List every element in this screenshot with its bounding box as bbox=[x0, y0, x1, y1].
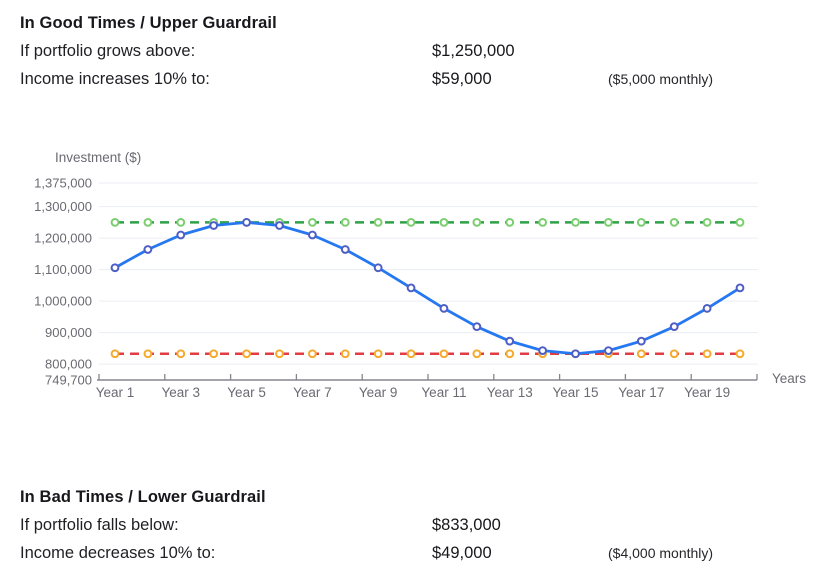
y-tick-label: 1,000,000 bbox=[34, 294, 92, 309]
lower-guardrail-row-threshold: If portfolio falls below: $833,000 bbox=[20, 515, 808, 536]
lower-guardrail-heading: In Bad Times / Lower Guardrail bbox=[20, 488, 266, 506]
x-tick-label: Year 1 bbox=[96, 385, 135, 400]
guardrails-chart: 1,375,000 1,300,000 1,200,000 1,100,000 1,00… bbox=[0, 130, 828, 420]
portfolio-balance-marker bbox=[209, 221, 219, 230]
portfolio-balance-marker bbox=[604, 346, 613, 356]
lower-guardrail-marker bbox=[669, 349, 679, 359]
guardrails-chart-svg: 1,375,000 1,300,000 1,200,000 1,100,000 1,00… bbox=[34, 150, 806, 400]
portfolio-balance-marker bbox=[702, 303, 712, 313]
row-note: ($4,000 monthly) bbox=[608, 545, 714, 561]
upper-guardrail-row-income: Income increases 10% to: $59,000 ($5,000… bbox=[20, 69, 808, 90]
upper-guardrail-marker bbox=[735, 217, 745, 227]
portfolio-balance-marker bbox=[176, 230, 186, 240]
lower-guardrail-marker bbox=[275, 349, 284, 359]
lower-guardrail-marker bbox=[636, 349, 646, 359]
portfolio-balance-marker bbox=[439, 303, 449, 313]
portfolio-balance-marker bbox=[143, 245, 153, 254]
upper-guardrail-marker bbox=[604, 217, 613, 227]
lower-guardrail-marker bbox=[110, 349, 120, 359]
upper-guardrail-marker bbox=[439, 217, 449, 227]
upper-guardrail-marker bbox=[669, 217, 679, 227]
row-value: $59,000 bbox=[432, 70, 492, 88]
x-tick-label: Year 19 bbox=[684, 385, 730, 400]
upper-guardrail-marker bbox=[571, 217, 580, 227]
upper-guardrail-marker bbox=[143, 217, 153, 227]
lower-guardrail-section: In Bad Times / Lower Guardrail If portfo… bbox=[20, 486, 808, 571]
x-tick-label: Year 9 bbox=[359, 385, 398, 400]
x-tick-label: Year 17 bbox=[618, 385, 664, 400]
portfolio-balance-marker bbox=[505, 336, 515, 346]
row-label: If portfolio grows above: bbox=[20, 42, 196, 60]
portfolio-balance-marker bbox=[669, 322, 679, 332]
upper-guardrail-marker bbox=[406, 217, 416, 227]
y-tick-label: 1,100,000 bbox=[34, 262, 92, 277]
row-value: $1,250,000 bbox=[432, 42, 515, 60]
lower-guardrail-marker bbox=[439, 349, 449, 359]
upper-guardrail-marker bbox=[505, 217, 515, 227]
row-label: Income decreases 10% to: bbox=[20, 544, 216, 562]
lower-guardrail-marker bbox=[176, 349, 186, 359]
y-axis-title: Investment ($) bbox=[55, 150, 141, 165]
x-tick-label: Year 11 bbox=[421, 385, 466, 400]
portfolio-balance-marker bbox=[571, 349, 580, 359]
lower-guardrail-marker bbox=[209, 349, 219, 359]
y-tick-label: 1,300,000 bbox=[34, 199, 92, 214]
lower-guardrail-marker bbox=[505, 349, 515, 359]
upper-guardrail-marker bbox=[110, 217, 120, 227]
upper-guardrail-heading: In Good Times / Upper Guardrail bbox=[20, 14, 277, 32]
upper-guardrail-marker bbox=[340, 217, 350, 227]
portfolio-balance-marker bbox=[472, 322, 482, 332]
portfolio-balance-marker bbox=[307, 230, 317, 240]
y-tick-label: 1,200,000 bbox=[34, 231, 92, 246]
row-label: Income increases 10% to: bbox=[20, 70, 210, 88]
lower-guardrail-marker bbox=[735, 349, 745, 359]
lower-guardrail-marker bbox=[373, 349, 383, 359]
lower-guardrail-row-income: Income decreases 10% to: $49,000 ($4,000… bbox=[20, 543, 808, 564]
lower-guardrail-marker bbox=[307, 349, 317, 359]
row-value: $49,000 bbox=[432, 544, 492, 562]
lower-guardrail-marker bbox=[406, 349, 416, 359]
y-tick-label: 900,000 bbox=[45, 325, 92, 340]
x-tick-label: Year 15 bbox=[553, 385, 599, 400]
lower-guardrail-marker bbox=[472, 349, 482, 359]
portfolio-balance-marker bbox=[735, 283, 745, 293]
lower-guardrail-marker bbox=[143, 349, 153, 359]
portfolio-balance-marker bbox=[242, 217, 251, 227]
upper-guardrail-marker bbox=[176, 217, 186, 227]
y-tick-label: 749,700 bbox=[45, 373, 92, 388]
upper-guardrail-marker bbox=[472, 217, 482, 227]
portfolio-balance-marker bbox=[406, 283, 416, 293]
upper-guardrail-marker bbox=[636, 217, 646, 227]
portfolio-balance-marker bbox=[373, 263, 383, 273]
portfolio-balance-marker bbox=[538, 346, 548, 356]
row-label: If portfolio falls below: bbox=[20, 516, 179, 534]
upper-guardrail-row-threshold: If portfolio grows above: $1,250,000 bbox=[20, 41, 808, 62]
upper-guardrail-marker bbox=[307, 217, 317, 227]
x-tick-label: Year 3 bbox=[162, 385, 201, 400]
x-tick-label: Year 7 bbox=[293, 385, 332, 400]
portfolio-balance-marker bbox=[340, 245, 350, 254]
y-tick-label: 800,000 bbox=[45, 357, 92, 372]
row-value: $833,000 bbox=[432, 516, 501, 534]
upper-guardrail-marker bbox=[702, 217, 712, 227]
upper-guardrail-marker bbox=[538, 217, 548, 227]
x-tick-label: Year 5 bbox=[227, 385, 266, 400]
portfolio-balance-line bbox=[113, 220, 742, 356]
portfolio-balance-marker bbox=[110, 263, 120, 273]
portfolio-balance-marker bbox=[275, 221, 284, 230]
upper-guardrail-section: In Good Times / Upper Guardrail If portf… bbox=[20, 12, 808, 97]
lower-guardrail-marker bbox=[242, 349, 251, 359]
x-axis-title: Years bbox=[772, 371, 806, 386]
lower-guardrail-marker bbox=[702, 349, 712, 359]
y-tick-label: 1,375,000 bbox=[34, 176, 92, 191]
x-tick-label: Year 13 bbox=[487, 385, 533, 400]
portfolio-balance-marker bbox=[636, 336, 646, 346]
row-note: ($5,000 monthly) bbox=[608, 71, 714, 87]
upper-guardrail-marker bbox=[373, 217, 383, 227]
lower-guardrail-marker bbox=[340, 349, 350, 359]
